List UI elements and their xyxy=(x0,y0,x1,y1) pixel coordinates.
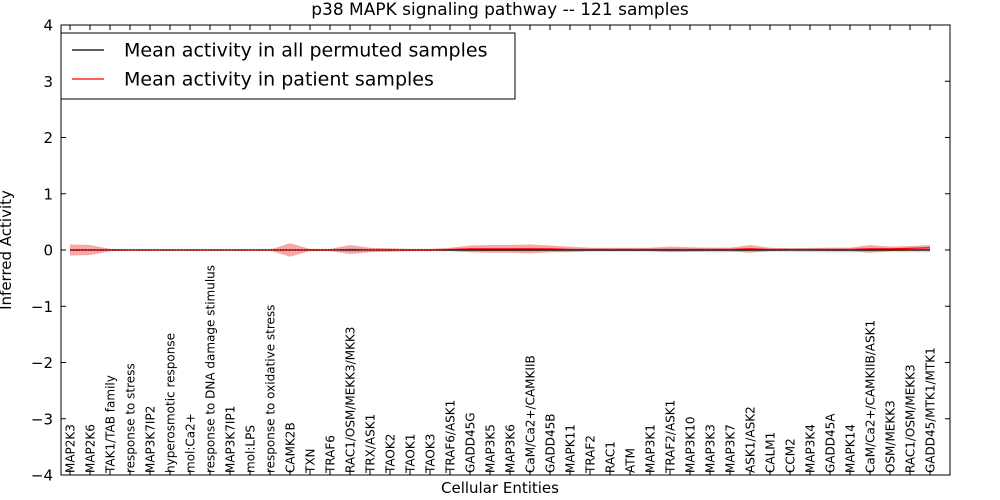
legend: Mean activity in all permuted samples Me… xyxy=(60,32,516,100)
x-tick-label: CAMK2B xyxy=(284,422,298,473)
x-tick-label: MAP3K10 xyxy=(684,416,698,473)
x-tick-label: MAP3K5 xyxy=(484,424,498,473)
y-tick-label: −1 xyxy=(31,298,53,316)
x-tick-label: TAOK3 xyxy=(424,434,438,474)
x-tick-label: MAP3K4 xyxy=(804,424,818,473)
x-tick-label: mol:LPS xyxy=(244,425,258,473)
x-tick-label: GADD45B xyxy=(544,414,558,474)
x-tick-label: hyperosmotic response xyxy=(164,333,178,473)
x-tick-label: TRAF2 xyxy=(584,435,598,474)
x-tick-label: TAK1/TAB family xyxy=(104,375,118,474)
chart-title: p38 MAPK signaling pathway -- 121 sample… xyxy=(311,0,689,20)
x-tick-label: MAP3K6 xyxy=(504,424,518,473)
x-tick-label: MAP3K7IP2 xyxy=(144,406,158,473)
legend-label-patient: Mean activity in patient samples xyxy=(124,69,434,91)
legend-label-permuted: Mean activity in all permuted samples xyxy=(124,40,487,62)
legend-box xyxy=(60,32,516,100)
x-tick-label: response to oxidative stress xyxy=(264,305,278,473)
x-tick-label: response to DNA damage stimulus xyxy=(204,265,218,473)
x-axis-ticks: MAP2K3 MAP2K6 TAK1/TAB family response to s… xyxy=(64,25,938,475)
x-tick-label: CaM/Ca2+/CAMKIIB/ASK1 xyxy=(864,320,878,473)
y-tick-label: 4 xyxy=(43,17,53,35)
x-tick-label: MAP2K3 xyxy=(64,424,78,473)
x-tick-label: TAOK1 xyxy=(404,434,418,474)
y-axis-label: Inferred Activity xyxy=(0,190,15,310)
x-tick-label: CaM/Ca2+/CAMKIIB xyxy=(524,355,538,473)
x-tick-label: MAP2K6 xyxy=(84,424,98,473)
x-tick-label: RAC1/OSM/MEKK3/MKK3 xyxy=(344,327,358,473)
x-tick-label: MAP3K7IP1 xyxy=(224,406,238,473)
x-tick-label: ATM xyxy=(624,448,638,473)
x-tick-label: RAC1/OSM/MEKK3 xyxy=(904,364,918,473)
x-tick-label: RAC1 xyxy=(604,441,618,473)
x-tick-label: GADD45A xyxy=(824,413,838,473)
x-tick-label: MAPK11 xyxy=(564,424,578,473)
x-tick-label: OSM/MEKK3 xyxy=(884,400,898,473)
x-tick-label: TRAF6 xyxy=(324,435,338,474)
x-tick-label: GADD45G xyxy=(464,412,478,473)
y-tick-label: −3 xyxy=(31,410,53,428)
y-tick-label: 2 xyxy=(43,129,53,147)
x-tick-label: CALM1 xyxy=(764,432,778,473)
x-tick-label: MAP3K3 xyxy=(704,424,718,473)
y-tick-label: 0 xyxy=(43,242,53,260)
x-tick-label: TAOK2 xyxy=(384,434,398,474)
x-tick-label: MAP3K7 xyxy=(724,424,738,473)
y-tick-label: −2 xyxy=(31,354,53,372)
x-tick-label: GADD45/MTK1/MTK1 xyxy=(924,347,938,473)
y-tick-label: 3 xyxy=(43,73,53,91)
x-tick-label: TRAF6/ASK1 xyxy=(444,400,458,474)
x-tick-label: MAPK14 xyxy=(844,424,858,473)
y-tick-label: 1 xyxy=(43,185,53,203)
x-tick-label: TRX/ASK1 xyxy=(364,414,378,474)
x-tick-label: mol:Ca2+ xyxy=(184,413,198,473)
x-tick-label: TRAF2/ASK1 xyxy=(664,400,678,474)
y-tick-label: −4 xyxy=(31,467,53,485)
x-tick-label: response to stress xyxy=(124,363,138,473)
x-tick-label: CCM2 xyxy=(784,438,798,473)
y-axis-ticks: 4 3 2 1 0 −1 −2 −3 −4 xyxy=(31,17,950,485)
x-tick-label: ASK1/ASK2 xyxy=(744,406,758,473)
x-tick-label: MAP3K1 xyxy=(644,424,658,473)
x-axis-label: Cellular Entities xyxy=(441,479,559,497)
series-line-1 xyxy=(70,247,931,251)
x-tick-label: TXN xyxy=(304,448,318,474)
